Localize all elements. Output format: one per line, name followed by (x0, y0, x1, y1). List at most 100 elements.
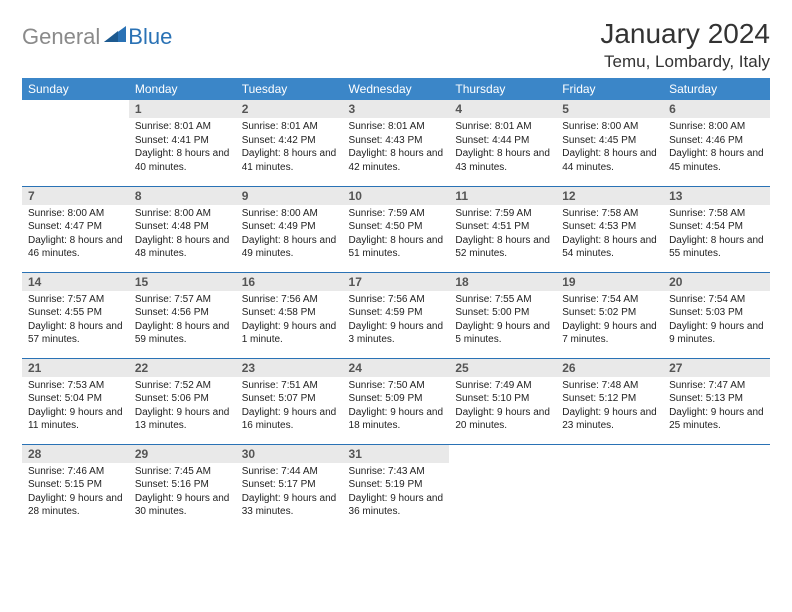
day-number: 23 (236, 359, 343, 377)
calendar-empty-cell (663, 444, 770, 530)
calendar-day-cell: 7Sunrise: 8:00 AMSunset: 4:47 PMDaylight… (22, 186, 129, 272)
day-details: Sunrise: 7:50 AMSunset: 5:09 PMDaylight:… (343, 377, 450, 437)
calendar-day-cell: 11Sunrise: 7:59 AMSunset: 4:51 PMDayligh… (449, 186, 556, 272)
day-number: 5 (556, 100, 663, 118)
day-details: Sunrise: 7:47 AMSunset: 5:13 PMDaylight:… (663, 377, 770, 437)
calendar-week-row: 1Sunrise: 8:01 AMSunset: 4:41 PMDaylight… (22, 100, 770, 186)
day-number: 11 (449, 187, 556, 205)
day-number: 1 (129, 100, 236, 118)
day-number: 28 (22, 445, 129, 463)
calendar-day-cell: 1Sunrise: 8:01 AMSunset: 4:41 PMDaylight… (129, 100, 236, 186)
day-number: 17 (343, 273, 450, 291)
day-number: 26 (556, 359, 663, 377)
calendar-day-cell: 30Sunrise: 7:44 AMSunset: 5:17 PMDayligh… (236, 444, 343, 530)
weekday-header: Monday (129, 78, 236, 100)
day-details: Sunrise: 7:44 AMSunset: 5:17 PMDaylight:… (236, 463, 343, 523)
calendar-day-cell: 9Sunrise: 8:00 AMSunset: 4:49 PMDaylight… (236, 186, 343, 272)
calendar-header-row: SundayMondayTuesdayWednesdayThursdayFrid… (22, 78, 770, 100)
day-number: 12 (556, 187, 663, 205)
day-number: 16 (236, 273, 343, 291)
calendar-table: SundayMondayTuesdayWednesdayThursdayFrid… (22, 78, 770, 530)
calendar-body: 1Sunrise: 8:01 AMSunset: 4:41 PMDaylight… (22, 100, 770, 530)
calendar-day-cell: 23Sunrise: 7:51 AMSunset: 5:07 PMDayligh… (236, 358, 343, 444)
day-details: Sunrise: 7:57 AMSunset: 4:55 PMDaylight:… (22, 291, 129, 351)
day-details: Sunrise: 7:49 AMSunset: 5:10 PMDaylight:… (449, 377, 556, 437)
day-number: 19 (556, 273, 663, 291)
location-label: Temu, Lombardy, Italy (600, 52, 770, 72)
weekday-header: Saturday (663, 78, 770, 100)
day-details: Sunrise: 7:59 AMSunset: 4:51 PMDaylight:… (449, 205, 556, 265)
day-number: 31 (343, 445, 450, 463)
calendar-day-cell: 28Sunrise: 7:46 AMSunset: 5:15 PMDayligh… (22, 444, 129, 530)
calendar-day-cell: 21Sunrise: 7:53 AMSunset: 5:04 PMDayligh… (22, 358, 129, 444)
day-details: Sunrise: 8:01 AMSunset: 4:44 PMDaylight:… (449, 118, 556, 178)
day-details: Sunrise: 7:59 AMSunset: 4:50 PMDaylight:… (343, 205, 450, 265)
calendar-week-row: 21Sunrise: 7:53 AMSunset: 5:04 PMDayligh… (22, 358, 770, 444)
weekday-header: Tuesday (236, 78, 343, 100)
weekday-header: Sunday (22, 78, 129, 100)
day-details: Sunrise: 7:58 AMSunset: 4:54 PMDaylight:… (663, 205, 770, 265)
header: General Blue January 2024 Temu, Lombardy… (22, 18, 770, 72)
day-details: Sunrise: 8:00 AMSunset: 4:46 PMDaylight:… (663, 118, 770, 178)
day-details: Sunrise: 8:00 AMSunset: 4:48 PMDaylight:… (129, 205, 236, 265)
day-details: Sunrise: 8:01 AMSunset: 4:43 PMDaylight:… (343, 118, 450, 178)
calendar-day-cell: 2Sunrise: 8:01 AMSunset: 4:42 PMDaylight… (236, 100, 343, 186)
day-number: 3 (343, 100, 450, 118)
day-details: Sunrise: 8:00 AMSunset: 4:47 PMDaylight:… (22, 205, 129, 265)
day-number: 25 (449, 359, 556, 377)
day-details: Sunrise: 8:01 AMSunset: 4:41 PMDaylight:… (129, 118, 236, 178)
day-details: Sunrise: 7:56 AMSunset: 4:58 PMDaylight:… (236, 291, 343, 351)
day-details: Sunrise: 7:43 AMSunset: 5:19 PMDaylight:… (343, 463, 450, 523)
day-number: 22 (129, 359, 236, 377)
weekday-header: Friday (556, 78, 663, 100)
calendar-day-cell: 18Sunrise: 7:55 AMSunset: 5:00 PMDayligh… (449, 272, 556, 358)
logo-triangle-icon (104, 26, 126, 42)
day-number: 29 (129, 445, 236, 463)
calendar-day-cell: 22Sunrise: 7:52 AMSunset: 5:06 PMDayligh… (129, 358, 236, 444)
calendar-day-cell: 24Sunrise: 7:50 AMSunset: 5:09 PMDayligh… (343, 358, 450, 444)
calendar-day-cell: 3Sunrise: 8:01 AMSunset: 4:43 PMDaylight… (343, 100, 450, 186)
day-details: Sunrise: 7:45 AMSunset: 5:16 PMDaylight:… (129, 463, 236, 523)
day-details: Sunrise: 7:55 AMSunset: 5:00 PMDaylight:… (449, 291, 556, 351)
day-details: Sunrise: 7:53 AMSunset: 5:04 PMDaylight:… (22, 377, 129, 437)
day-number: 27 (663, 359, 770, 377)
calendar-day-cell: 26Sunrise: 7:48 AMSunset: 5:12 PMDayligh… (556, 358, 663, 444)
calendar-day-cell: 6Sunrise: 8:00 AMSunset: 4:46 PMDaylight… (663, 100, 770, 186)
calendar-day-cell: 16Sunrise: 7:56 AMSunset: 4:58 PMDayligh… (236, 272, 343, 358)
calendar-day-cell: 5Sunrise: 8:00 AMSunset: 4:45 PMDaylight… (556, 100, 663, 186)
logo-text-blue: Blue (128, 24, 172, 50)
calendar-day-cell: 13Sunrise: 7:58 AMSunset: 4:54 PMDayligh… (663, 186, 770, 272)
day-number: 6 (663, 100, 770, 118)
day-details: Sunrise: 7:46 AMSunset: 5:15 PMDaylight:… (22, 463, 129, 523)
day-number: 8 (129, 187, 236, 205)
day-number: 7 (22, 187, 129, 205)
calendar-day-cell: 8Sunrise: 8:00 AMSunset: 4:48 PMDaylight… (129, 186, 236, 272)
calendar-empty-cell (556, 444, 663, 530)
day-number: 20 (663, 273, 770, 291)
calendar-week-row: 14Sunrise: 7:57 AMSunset: 4:55 PMDayligh… (22, 272, 770, 358)
calendar-week-row: 7Sunrise: 8:00 AMSunset: 4:47 PMDaylight… (22, 186, 770, 272)
calendar-day-cell: 17Sunrise: 7:56 AMSunset: 4:59 PMDayligh… (343, 272, 450, 358)
day-number: 21 (22, 359, 129, 377)
weekday-header: Thursday (449, 78, 556, 100)
weekday-header: Wednesday (343, 78, 450, 100)
calendar-day-cell: 10Sunrise: 7:59 AMSunset: 4:50 PMDayligh… (343, 186, 450, 272)
calendar-day-cell: 27Sunrise: 7:47 AMSunset: 5:13 PMDayligh… (663, 358, 770, 444)
calendar-day-cell: 15Sunrise: 7:57 AMSunset: 4:56 PMDayligh… (129, 272, 236, 358)
day-number: 13 (663, 187, 770, 205)
calendar-week-row: 28Sunrise: 7:46 AMSunset: 5:15 PMDayligh… (22, 444, 770, 530)
calendar-day-cell: 31Sunrise: 7:43 AMSunset: 5:19 PMDayligh… (343, 444, 450, 530)
day-details: Sunrise: 7:58 AMSunset: 4:53 PMDaylight:… (556, 205, 663, 265)
calendar-day-cell: 14Sunrise: 7:57 AMSunset: 4:55 PMDayligh… (22, 272, 129, 358)
day-details: Sunrise: 7:54 AMSunset: 5:03 PMDaylight:… (663, 291, 770, 351)
day-details: Sunrise: 7:54 AMSunset: 5:02 PMDaylight:… (556, 291, 663, 351)
day-number: 4 (449, 100, 556, 118)
day-details: Sunrise: 7:48 AMSunset: 5:12 PMDaylight:… (556, 377, 663, 437)
day-number: 15 (129, 273, 236, 291)
day-details: Sunrise: 8:00 AMSunset: 4:45 PMDaylight:… (556, 118, 663, 178)
logo: General Blue (22, 24, 172, 50)
day-details: Sunrise: 7:52 AMSunset: 5:06 PMDaylight:… (129, 377, 236, 437)
calendar-empty-cell (449, 444, 556, 530)
calendar-day-cell: 12Sunrise: 7:58 AMSunset: 4:53 PMDayligh… (556, 186, 663, 272)
page-title: January 2024 (600, 18, 770, 50)
